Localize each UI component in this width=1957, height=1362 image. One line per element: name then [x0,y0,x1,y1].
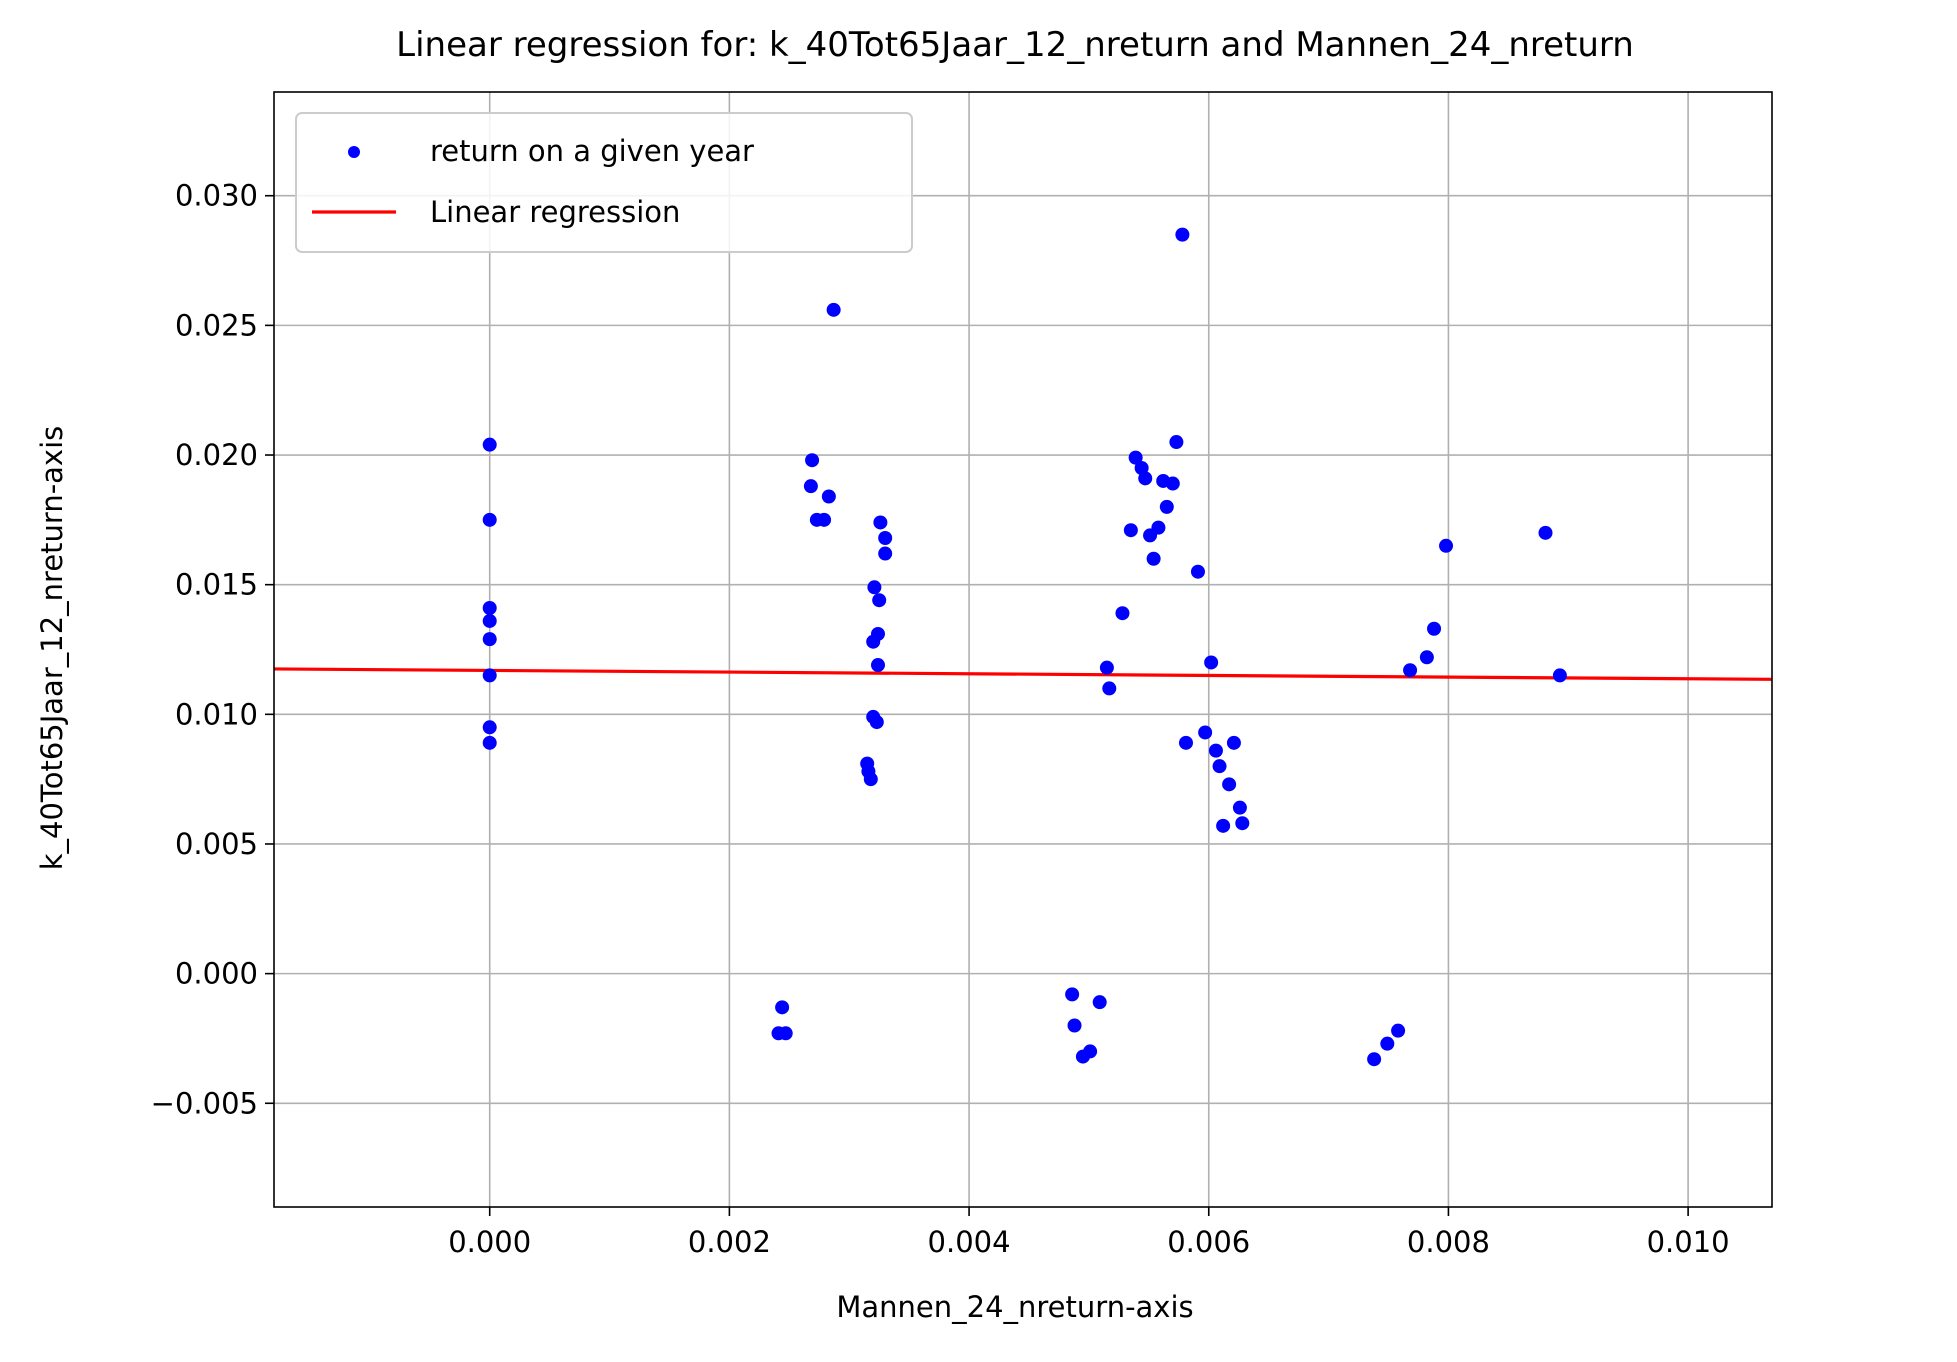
legend-label-scatter: return on a given year [430,134,754,168]
x-tick-label: 0.008 [1407,1225,1490,1259]
scatter-point [1226,735,1241,750]
scatter-point [1159,499,1174,514]
scatter-point [482,632,497,647]
scatter-point [1065,987,1080,1002]
scatter-point [1552,668,1567,683]
scatter-point [1235,816,1250,831]
scatter-point [803,479,818,494]
x-tick-label: 0.006 [1167,1225,1250,1259]
scatter-point [1067,1018,1082,1033]
scatter-point [1123,523,1138,538]
scatter-point [482,437,497,452]
scatter-point [1146,551,1161,566]
scatter-point [1367,1052,1382,1067]
regression-line [273,667,1773,681]
scatter-point [1208,743,1223,758]
scatter-point [1102,681,1117,696]
legend-marker-scatter [348,146,360,158]
legend-label-line: Linear regression [430,195,680,229]
scatter-point [1212,759,1227,774]
scatter-point [1427,621,1442,636]
scatter-point [878,546,893,561]
scatter-point [1222,777,1237,792]
scatter-point [1178,735,1193,750]
scatter-point [872,593,887,608]
scatter-point [1075,1049,1090,1064]
chart-title: Linear regression for: k_40Tot65Jaar_12_… [396,25,1634,65]
scatter-point [1099,660,1114,675]
scatter-point [482,720,497,735]
scatter-point [817,512,832,527]
scatter-point [805,453,820,468]
y-tick-label: 0.020 [175,438,258,472]
scatter-point [1115,606,1130,621]
x-tick-label: 0.004 [928,1225,1011,1259]
scatter-point [1128,450,1143,465]
x-tick-label: 0.000 [448,1225,531,1259]
scatter-point [870,658,885,673]
y-tick-label: 0.005 [175,827,258,861]
scatter-point [1232,800,1247,815]
scatter-point [1419,650,1434,665]
y-axis-ticks: −0.005 0.000 0.005 0.010 0.015 0.020 0.025 0.03… [151,179,274,1120]
scatter-point [482,735,497,750]
scatter-point [1175,227,1190,242]
plot-frame [273,91,1773,1208]
scatter-point [1190,564,1205,579]
scatter-point [863,772,878,787]
scatter-point [866,634,881,649]
scatter-point [1216,818,1231,833]
y-tick-label: −0.005 [151,1086,258,1120]
scatter-point [1092,995,1107,1010]
scatter-point [873,515,888,530]
scatter-point [1403,663,1418,678]
scatter-point [1538,525,1553,540]
scatter-point [1439,538,1454,553]
scatter-point [1165,476,1180,491]
scatter-point [826,302,841,317]
scatter-point [1391,1023,1406,1038]
scatter-point [1204,655,1219,670]
scatter-point [482,613,497,628]
y-axis-label: k_40Tot65Jaar_12_nreturn-axis [35,426,69,871]
regression-line-layer [273,667,1773,681]
y-tick-label: 0.000 [175,957,258,991]
scatter-point [1198,725,1213,740]
scatter-point [482,668,497,683]
x-axis-ticks: 0.000 0.002 0.004 0.006 0.008 0.010 [448,1207,1730,1259]
x-axis-label: Mannen_24_nreturn-axis [836,1290,1193,1324]
y-tick-label: 0.030 [175,179,258,213]
scatter-point [869,715,884,730]
scatter-point [482,601,497,616]
scatter-point [1138,471,1153,486]
scatter-point [867,580,882,595]
scatter-points-layer [482,227,1567,1067]
scatter-point [1380,1036,1395,1051]
scatter-point [878,531,893,545]
scatter-point [1169,435,1184,450]
x-tick-label: 0.010 [1647,1225,1730,1259]
scatter-point [775,1000,790,1015]
scatter-point [1151,520,1166,535]
scatter-point [821,489,836,504]
y-tick-label: 0.015 [175,568,258,602]
legend: return on a given year Linear regression [295,112,913,253]
legend-box [295,112,913,253]
scatter-point [778,1026,793,1041]
scatter-point [482,512,497,527]
grid-lines [274,92,1772,1207]
y-tick-label: 0.010 [175,697,258,731]
y-tick-label: 0.025 [175,308,258,342]
x-tick-label: 0.002 [688,1225,771,1259]
